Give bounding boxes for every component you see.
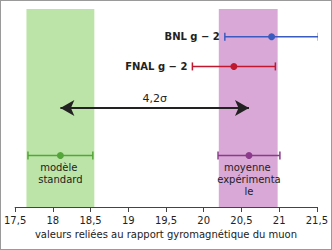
svg-text:17,5: 17,5: [4, 215, 26, 226]
svg-text:le: le: [245, 186, 254, 197]
svg-text:19: 19: [122, 215, 135, 226]
svg-text:modèle: modèle: [40, 162, 80, 173]
svg-text:21: 21: [273, 215, 286, 226]
svg-text:20,5: 20,5: [230, 215, 252, 226]
svg-text:21,5: 21,5: [306, 215, 328, 226]
svg-text:20: 20: [197, 215, 210, 226]
svg-text:18: 18: [46, 215, 59, 226]
svg-text:standard: standard: [38, 174, 82, 185]
svg-text:FNAL g − 2: FNAL g − 2: [125, 61, 187, 72]
svg-text:4,2σ: 4,2σ: [142, 92, 166, 105]
svg-text:19,5: 19,5: [155, 215, 177, 226]
svg-text:moyenne: moyenne: [224, 162, 274, 173]
svg-text:BNL g − 2: BNL g − 2: [165, 31, 220, 42]
svg-text:18,5: 18,5: [79, 215, 101, 226]
svg-text:expérimenta: expérimenta: [217, 174, 281, 185]
svg-text:valeurs reliées au rapport gyr: valeurs reliées au rapport gyromagnétiqu…: [35, 229, 297, 240]
